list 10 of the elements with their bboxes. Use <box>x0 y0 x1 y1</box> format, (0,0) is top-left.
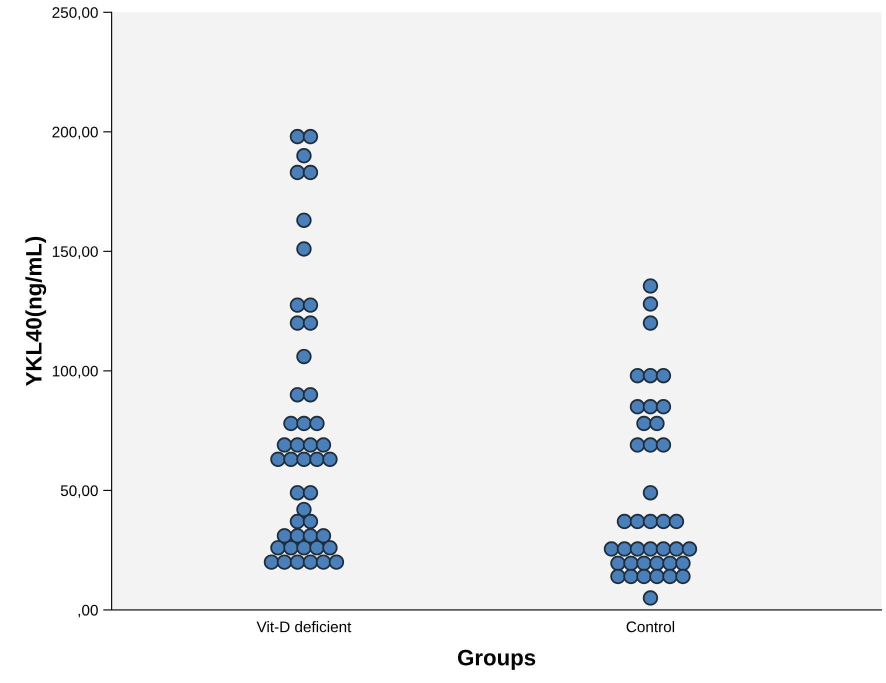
y-tick-label: 250,00 <box>52 7 98 20</box>
y-axis-title: YKL40(ng/mL) <box>25 236 46 386</box>
y-tick-label: 50,00 <box>60 485 98 498</box>
x-tick-label: Control <box>626 621 674 632</box>
y-tick-label: 100,00 <box>52 366 98 378</box>
x-axis-title: Groups <box>458 650 536 670</box>
y-tick-label: ,00 <box>78 604 98 618</box>
y-tick-label: 200,00 <box>52 126 98 140</box>
x-tick-label: Vit-D deficient <box>256 621 352 632</box>
y-tick-label: 150,00 <box>52 246 98 259</box>
